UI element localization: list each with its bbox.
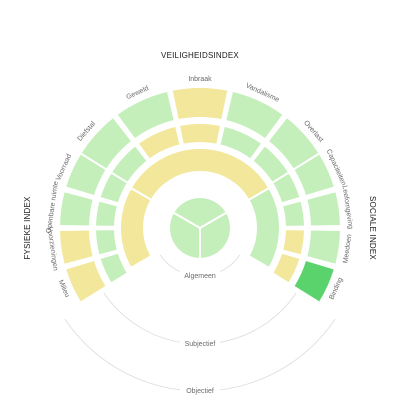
subjectief-segment-leefomgeving — [280, 199, 307, 228]
objectief-segment-inbraak — [170, 86, 230, 122]
ring-label-background — [180, 386, 220, 396]
subjectief-segment-meedoen — [280, 228, 307, 257]
center-segment — [199, 211, 232, 261]
index-title: FYSIEKE INDEX — [23, 196, 32, 260]
subjectief-segment-capaciteiten — [270, 170, 302, 205]
category-label: Inbraak — [188, 76, 212, 83]
objectief-segment-openbare-ruimte — [57, 189, 96, 228]
algemeen-segment-fysieke-index — [119, 186, 153, 270]
subjectief-segment-openbare-ruimte — [93, 199, 120, 228]
category-label: Milieu — [57, 279, 71, 299]
subjectief-segment-geweld — [136, 124, 182, 161]
category-label: Openbare ruimte — [46, 181, 60, 234]
segments — [57, 86, 342, 305]
subjectief-segment-voorzieningen — [93, 228, 120, 257]
index-title: SOCIALE INDEX — [368, 196, 377, 260]
center-segment — [168, 211, 201, 261]
objectief-segment-binding — [291, 258, 337, 305]
subjectief-segment-binding — [270, 251, 302, 286]
objectief-segment-voorraad — [63, 151, 109, 198]
index-title: VEILIGHEIDSINDEX — [161, 51, 239, 60]
ring-guide-line — [64, 318, 336, 392]
ring-label-background — [180, 271, 220, 281]
category-label: Leefomgeving — [341, 185, 354, 230]
subjectief-segment-milieu — [98, 251, 130, 286]
subjectief-segment-inbraak — [177, 122, 223, 146]
objectief-segment-voorzieningen — [57, 228, 96, 267]
objectief-segment-milieu — [63, 258, 109, 305]
category-label: Meedoen — [342, 234, 353, 264]
ring-label: Algemeen — [184, 273, 216, 280]
algemeen-segment-sociale-index — [247, 186, 281, 270]
ring-label: Objectief — [186, 388, 214, 395]
objectief-segment-capaciteiten — [291, 151, 337, 198]
ring-label: Subjectief — [185, 341, 216, 348]
objectief-segment-vandalisme — [223, 89, 286, 141]
objectief-segment-geweld — [114, 89, 177, 141]
objectief-segment-meedoen — [304, 228, 342, 267]
ring-label-background — [180, 339, 220, 349]
ring-guide-line — [103, 292, 297, 345]
objectief-segment-leefomgeving — [304, 189, 342, 228]
subjectief-segment-vandalisme — [218, 124, 264, 161]
subjectief-segment-voorraad — [98, 170, 130, 205]
